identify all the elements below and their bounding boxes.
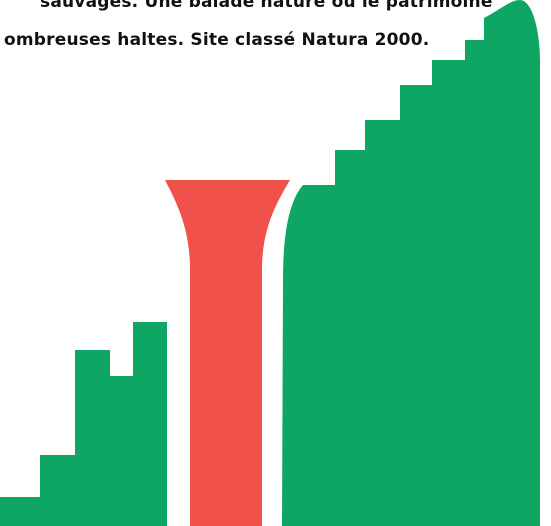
green-right-steps — [282, 0, 540, 526]
page: sauvages. Une balade nature ou le patrim… — [0, 0, 551, 526]
green-left-steps — [0, 322, 167, 526]
illustration — [0, 0, 551, 526]
red-tower — [165, 180, 290, 526]
caption-line: sauvages. Une balade nature ou le patrim… — [40, 0, 493, 12]
caption-line: ombreuses haltes. Site classé Natura 200… — [4, 30, 429, 50]
